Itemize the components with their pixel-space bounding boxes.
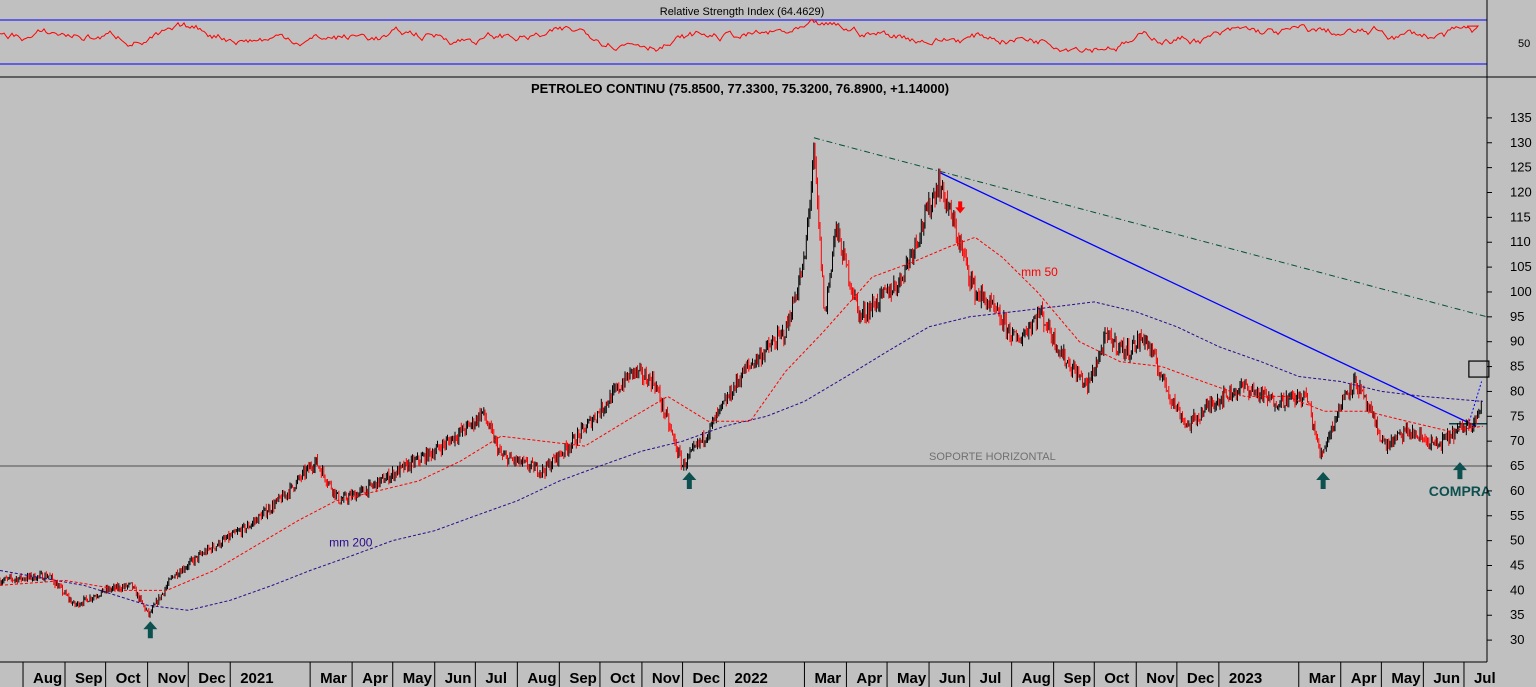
x-tick-label: Dec bbox=[198, 670, 226, 687]
rsi-title: Relative Strength Index (64.4629) bbox=[660, 6, 825, 18]
projection-line bbox=[1468, 381, 1483, 422]
y-tick-label: 50 bbox=[1510, 533, 1524, 548]
x-tick-label: Jun bbox=[939, 670, 966, 687]
buy-arrow-icon bbox=[682, 472, 697, 490]
x-tick-label: Aug bbox=[33, 670, 62, 687]
ma50-label: mm 50 bbox=[1021, 265, 1058, 279]
x-tick-label: 2022 bbox=[735, 670, 768, 687]
y-tick-label: 105 bbox=[1510, 259, 1532, 274]
x-tick-label: May bbox=[1391, 670, 1421, 687]
y-tick-label: 80 bbox=[1510, 383, 1524, 398]
x-tick-label: Apr bbox=[856, 670, 882, 687]
y-tick-label: 65 bbox=[1510, 458, 1524, 473]
ma200-label: mm 200 bbox=[329, 536, 373, 550]
y-tick-label: 60 bbox=[1510, 483, 1524, 498]
y-tick-label: 125 bbox=[1510, 160, 1532, 175]
x-tick-label: Jul bbox=[485, 670, 507, 687]
support-label: SOPORTE HORIZONTAL bbox=[929, 451, 1056, 463]
y-axis: 30 35 40 45 50 55 60 65 70 75 80 85 90 95 100 105 110 115… bbox=[1487, 110, 1532, 647]
y-tick-label: 95 bbox=[1510, 309, 1524, 324]
x-tick-label: May bbox=[897, 670, 927, 687]
x-tick-label: Dec bbox=[693, 670, 721, 687]
y-tick-label: 115 bbox=[1510, 209, 1531, 224]
y-tick-label: 45 bbox=[1510, 558, 1524, 573]
x-tick-label: Jun bbox=[1433, 670, 1460, 687]
x-tick-label: Sep bbox=[75, 670, 103, 687]
target-box bbox=[1468, 360, 1490, 378]
x-tick-label: Aug bbox=[527, 670, 556, 687]
rsi-panel: Relative Strength Index (64.4629) 50 bbox=[0, 6, 1530, 65]
resistance-trendline bbox=[939, 172, 1477, 427]
buy-arrow-icon bbox=[1316, 472, 1331, 490]
ma50-line bbox=[0, 236, 1483, 591]
y-tick-label: 70 bbox=[1510, 433, 1524, 448]
signals bbox=[143, 201, 1467, 639]
x-tick-label: Apr bbox=[362, 670, 388, 687]
x-tick-label: Aug bbox=[1022, 670, 1051, 687]
x-tick-label: Oct bbox=[610, 670, 635, 687]
rsi-line bbox=[0, 18, 1480, 54]
x-tick-label: Nov bbox=[1146, 670, 1175, 687]
x-tick-label: Mar bbox=[320, 670, 347, 687]
compra-label: COMPRA bbox=[1429, 483, 1491, 499]
ma200-line bbox=[0, 301, 1483, 611]
chart-title: PETROLEO CONTINU (75.8500, 77.3300, 75.3… bbox=[531, 81, 949, 96]
y-tick-label: 120 bbox=[1510, 184, 1532, 199]
y-tick-label: 135 bbox=[1510, 110, 1532, 125]
y-tick-label: 110 bbox=[1510, 234, 1531, 249]
x-tick-label: Jul bbox=[980, 670, 1002, 687]
x-tick-label: Apr bbox=[1351, 670, 1377, 687]
price-panel: PETROLEO CONTINU (75.8500, 77.3300, 75.3… bbox=[0, 81, 1491, 639]
x-tick-label: Oct bbox=[116, 670, 141, 687]
y-tick-label: 35 bbox=[1510, 607, 1524, 622]
x-tick-label: Oct bbox=[1104, 670, 1129, 687]
buy-arrow-icon bbox=[143, 621, 158, 639]
x-tick-label: Dec bbox=[1187, 670, 1215, 687]
y-tick-label: 75 bbox=[1510, 408, 1524, 423]
y-tick-label: 40 bbox=[1510, 582, 1524, 597]
y-tick-label: 130 bbox=[1510, 135, 1532, 150]
x-tick-label: Nov bbox=[652, 670, 681, 687]
x-axis: Aug Sep Oct Nov Dec 2021 Mar Apr May Jun Jul Aug Sep… bbox=[22, 662, 1496, 687]
y-tick-label: 85 bbox=[1510, 359, 1524, 374]
x-tick-label: Sep bbox=[569, 670, 597, 687]
x-tick-label: Nov bbox=[158, 670, 187, 687]
y-tick-label: 30 bbox=[1510, 632, 1524, 647]
x-tick-label: Mar bbox=[1309, 670, 1336, 687]
sell-arrow-icon bbox=[955, 201, 966, 214]
buy-arrow-icon bbox=[1452, 462, 1467, 480]
rsi-tick-label: 50 bbox=[1518, 38, 1530, 50]
y-tick-label: 90 bbox=[1510, 334, 1524, 349]
x-tick-label: Sep bbox=[1064, 670, 1092, 687]
x-tick-label: May bbox=[403, 670, 433, 687]
x-tick-label: Jun bbox=[445, 670, 472, 687]
x-tick-label: 2023 bbox=[1229, 670, 1262, 687]
y-tick-label: 100 bbox=[1510, 284, 1532, 299]
x-tick-label: 2021 bbox=[240, 670, 273, 687]
y-tick-label: 55 bbox=[1510, 508, 1524, 523]
x-tick-label: Mar bbox=[814, 670, 841, 687]
x-tick-label: Jul bbox=[1474, 670, 1496, 687]
